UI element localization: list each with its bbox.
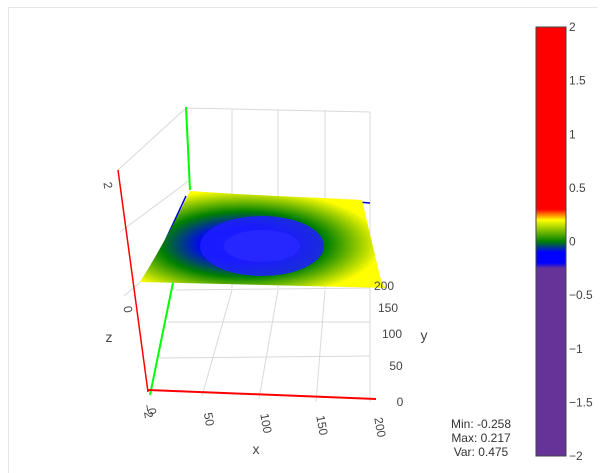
z-tick-label: 2: [100, 181, 115, 190]
colorbar-tick-label: −1.5: [569, 395, 593, 409]
stats-box: Min: -0.258 Max: 0.217 Var: 0.475: [436, 417, 526, 459]
surface-center: [224, 230, 300, 262]
y-axis-title: y: [421, 327, 428, 343]
x-tick-label: 100: [257, 412, 274, 434]
x-axis-title: x: [253, 441, 260, 457]
colorbar-tick-label: 0: [569, 235, 576, 249]
y-tick-label: 100: [382, 327, 402, 341]
stats-var: Var: 0.475: [453, 445, 509, 459]
colorbar-tick-label: 1.5: [569, 74, 586, 88]
z-tick-label: 0: [120, 305, 135, 314]
x-tick-label: 150: [313, 414, 330, 436]
colorbar: 2 1.5 1 0.5 0 −0.5 −1 −1.5 −2: [535, 20, 593, 463]
y-tick-label: 150: [378, 301, 398, 315]
colorbar-tick-label: −2: [569, 449, 583, 463]
colorbar-tick-label: −1: [569, 342, 583, 356]
x-tick-label: 0: [144, 407, 159, 416]
colorbar-tick-label: −0.5: [569, 288, 593, 302]
z-axis-title: z: [106, 329, 113, 345]
colorbar-tick-label: 2: [569, 20, 576, 34]
colorbar-tick-label: 0.5: [569, 181, 586, 195]
y-tick-label: 0: [397, 395, 404, 409]
colorbar-gradient: [535, 26, 567, 457]
stats-max: Max: 0.217: [451, 431, 511, 445]
colorbar-tick-label: 1: [569, 127, 576, 141]
y-tick-label: 200: [374, 279, 394, 293]
x-tick-label: 200: [371, 416, 388, 438]
surface[interactable]: [140, 191, 386, 288]
x-tick-label: 50: [201, 412, 217, 428]
frame-border-left: [8, 7, 9, 473]
frame-border-top: [8, 7, 598, 8]
stats-min: Min: -0.258: [450, 417, 512, 431]
z-tick-label: −2: [140, 403, 156, 419]
y-tick-label: 50: [389, 359, 403, 373]
